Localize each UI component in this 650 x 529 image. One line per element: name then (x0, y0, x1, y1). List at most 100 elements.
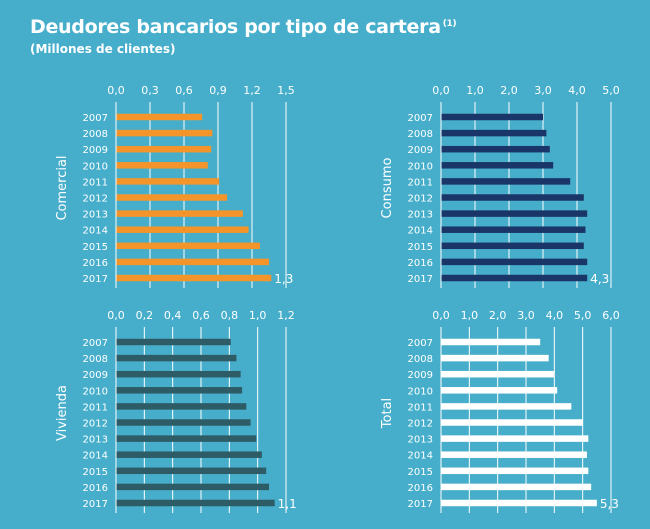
panel-label-total: Total (380, 398, 395, 429)
bar-comercial-2009 (116, 145, 212, 153)
year-label-vivienda-2016: 2016 (83, 483, 108, 494)
panel-label-comercial: Comercial (55, 155, 70, 220)
tick-label-total-4: 4,0 (546, 309, 564, 322)
year-label-vivienda-2009: 2009 (83, 370, 108, 381)
year-label-consumo-2014: 2014 (408, 226, 433, 237)
tick-label-total-0: 0,0 (432, 309, 450, 322)
bar-vivienda-2013 (116, 435, 257, 442)
year-label-total-2007: 2007 (408, 338, 433, 349)
bar-total-2009 (441, 370, 555, 378)
year-label-comercial-2014: 2014 (83, 226, 108, 237)
bar-total-2015 (441, 467, 589, 475)
bar-vivienda-2007 (116, 338, 231, 346)
tick-label-comercial-0: 0,0 (107, 84, 125, 97)
chart-title-text: Deudores bancarios por tipo de cartera (30, 16, 441, 38)
year-label-total-2015: 2015 (408, 467, 433, 478)
bar-consumo-2008 (441, 129, 547, 137)
bar-vivienda-2009 (116, 370, 241, 378)
year-label-total-2017: 2017 (408, 499, 433, 510)
tick-label-comercial-5: 1,5 (277, 84, 295, 97)
tick-label-total-6: 6,0 (602, 309, 620, 322)
bar-vivienda-2008 (116, 354, 237, 362)
tick-label-vivienda-3: 0,6 (192, 309, 210, 322)
bar-vivienda-2011 (116, 403, 247, 410)
year-label-consumo-2007: 2007 (408, 113, 433, 124)
tick-label-comercial-3: 0,9 (209, 84, 227, 97)
year-label-consumo-2013: 2013 (408, 210, 433, 221)
tick-label-total-1: 1,0 (461, 309, 479, 322)
chart-panel-comercial: 0,0 0,3 0,6 0,9 1,2 1,5 Comercial 2007 2008 2009 2… (55, 84, 295, 289)
year-label-consumo-2008: 2008 (408, 129, 433, 140)
year-label-total-2008: 2008 (408, 354, 433, 365)
bar-consumo-2014 (441, 226, 586, 233)
bar-total-2010 (441, 387, 558, 394)
bar-comercial-2011 (116, 178, 220, 185)
year-label-vivienda-2007: 2007 (83, 338, 108, 349)
tick-label-total-5: 5,0 (574, 309, 592, 322)
tick-label-vivienda-2: 0,4 (164, 309, 182, 322)
bar-vivienda-2014 (116, 451, 262, 458)
bar-total-2016 (441, 483, 592, 491)
year-label-vivienda-2010: 2010 (83, 386, 108, 397)
bar-vivienda-2017 (116, 499, 275, 507)
year-label-vivienda-2017: 2017 (83, 499, 108, 510)
bar-comercial-2007 (116, 113, 203, 121)
title-footnote-marker: (1) (442, 18, 457, 29)
bar-vivienda-2012 (116, 419, 251, 426)
bar-comercial-2017 (116, 274, 272, 282)
data-label-total-last: 5,3 (600, 497, 619, 511)
year-label-comercial-2012: 2012 (83, 194, 108, 205)
year-label-comercial-2010: 2010 (83, 161, 108, 172)
year-label-vivienda-2012: 2012 (83, 419, 108, 430)
year-label-comercial-2009: 2009 (83, 145, 108, 156)
year-label-total-2016: 2016 (408, 483, 433, 494)
bar-total-2014 (441, 451, 587, 458)
tick-label-consumo-5: 5,0 (602, 84, 620, 97)
year-label-vivienda-2011: 2011 (83, 402, 108, 413)
tick-label-consumo-4: 4,0 (568, 84, 586, 97)
year-label-comercial-2008: 2008 (83, 129, 108, 140)
data-label-consumo-last: 4,3 (590, 272, 609, 286)
tick-label-vivienda-6: 1,2 (277, 309, 295, 322)
tick-label-consumo-3: 3,0 (534, 84, 552, 97)
bar-total-2012 (441, 419, 583, 426)
year-label-consumo-2011: 2011 (408, 177, 433, 188)
bar-total-2007 (441, 338, 541, 346)
tick-label-vivienda-0: 0,0 (107, 309, 125, 322)
bar-comercial-2014 (116, 226, 249, 233)
bar-consumo-2011 (441, 178, 571, 185)
bar-total-2017 (441, 499, 597, 507)
data-label-vivienda-last: 1,1 (278, 497, 297, 511)
year-label-vivienda-2008: 2008 (83, 354, 108, 365)
year-label-total-2010: 2010 (408, 386, 433, 397)
bar-comercial-2016 (116, 258, 269, 266)
bar-consumo-2009 (441, 145, 550, 153)
tick-label-total-3: 3,0 (517, 309, 535, 322)
year-label-total-2013: 2013 (408, 435, 433, 446)
year-label-comercial-2013: 2013 (83, 210, 108, 221)
bar-vivienda-2015 (116, 467, 267, 475)
tick-label-comercial-1: 0,3 (141, 84, 159, 97)
year-label-consumo-2012: 2012 (408, 194, 433, 205)
year-label-consumo-2015: 2015 (408, 242, 433, 253)
year-label-consumo-2009: 2009 (408, 145, 433, 156)
year-label-comercial-2016: 2016 (83, 258, 108, 269)
year-label-vivienda-2013: 2013 (83, 435, 108, 446)
chart-panel-vivienda: 0,0 0,2 0,4 0,6 0,8 1,0 1,2 Vivienda 2007 2008 200… (55, 309, 297, 514)
tick-label-vivienda-1: 0,2 (136, 309, 154, 322)
bar-consumo-2012 (441, 194, 584, 201)
tick-label-total-2: 2,0 (489, 309, 507, 322)
bar-consumo-2016 (441, 258, 588, 266)
bar-consumo-2015 (441, 242, 584, 250)
year-label-consumo-2016: 2016 (408, 258, 433, 269)
year-label-total-2009: 2009 (408, 370, 433, 381)
bar-total-2008 (441, 354, 549, 362)
bar-vivienda-2010 (116, 387, 243, 394)
bar-comercial-2008 (116, 129, 213, 137)
bar-comercial-2010 (116, 162, 208, 169)
year-label-comercial-2015: 2015 (83, 242, 108, 253)
tick-label-vivienda-4: 0,8 (221, 309, 239, 322)
bar-vivienda-2016 (116, 483, 269, 491)
bar-comercial-2013 (116, 210, 243, 217)
chart-subtitle: (Millones de clientes) (30, 42, 176, 56)
